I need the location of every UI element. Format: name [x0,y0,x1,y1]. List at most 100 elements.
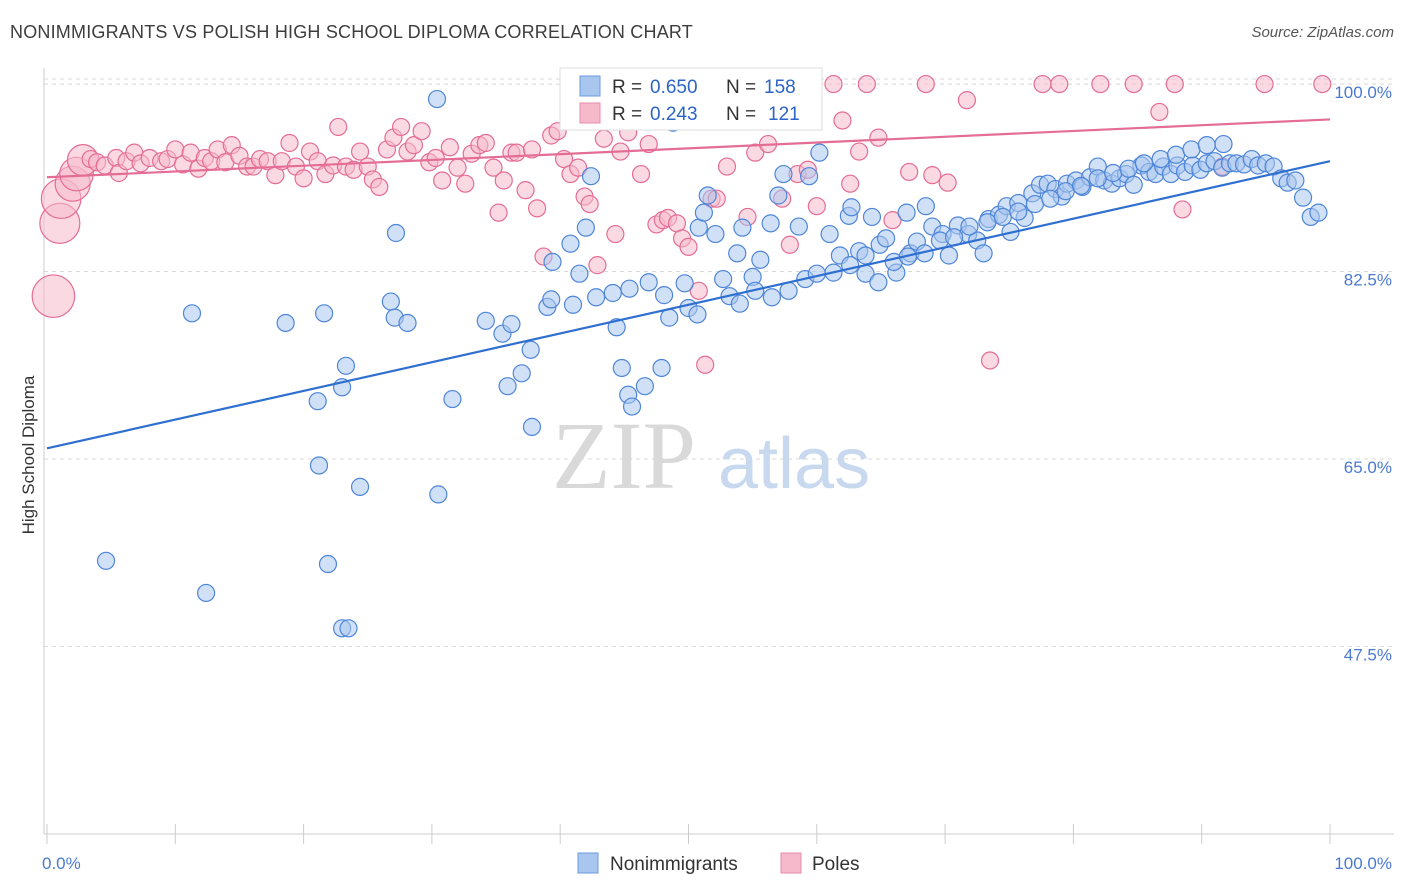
trend-lines [46,118,1331,450]
data-point [1088,169,1107,188]
data-point [679,237,698,257]
legend-n-value-2: 121 [768,104,800,125]
data-point [31,274,76,319]
legend-r-label-2: R = [612,104,642,125]
legend-n-label-2: N = [726,104,756,125]
data-point [833,111,852,130]
data-point [1119,159,1138,178]
data-point [696,355,715,374]
legend-swatch-pink [579,102,601,124]
data-point [824,74,843,94]
data-point [456,174,475,193]
data-point [974,244,993,263]
data-point [561,234,580,253]
data-point [440,138,459,157]
data-point [612,358,631,378]
data-point [329,117,348,137]
x-tick-label-max: 100.0% [1334,854,1392,873]
data-point [494,171,513,190]
data-point [1293,188,1313,207]
y-tick-labels: 47.5% 65.0% 82.5% 100.0% [1334,83,1392,664]
data-point [714,269,733,289]
data-point [1041,189,1060,208]
trend-line-poles [46,118,1331,179]
data-point [196,583,216,603]
series-poles-points [31,74,1332,374]
data-point [897,203,916,222]
source-label: Source: ZipAtlas.com [1251,24,1394,41]
legend-swatch-blue [579,75,601,97]
data-point [1056,182,1075,201]
data-point [1309,203,1328,222]
legend-swatch-poles [780,852,802,874]
data-point [857,74,876,94]
legend-swatch-nonimmigrants [577,852,599,874]
data-point [862,207,882,227]
data-point [622,397,642,416]
data-point [569,158,588,177]
y-tick-label: 100.0% [1334,83,1392,102]
data-point [350,477,370,496]
data-point [689,281,708,300]
data-point [426,148,445,168]
data-point [733,218,752,237]
data-point [762,288,781,307]
data-point [655,286,674,305]
data-point [448,158,467,177]
data-point [412,122,431,141]
data-point [512,364,531,383]
legend-r-label-1: R = [612,77,642,98]
series-legend: Nonimmigrants Poles [577,852,860,875]
data-point [1197,136,1216,155]
data-point [761,214,780,233]
legend-label-nonimmigrants: Nonimmigrants [610,854,738,875]
data-point [594,129,613,148]
data-point [166,140,185,159]
stats-legend: R = 0.650 N = 158 R = 0.243 N = 121 [559,67,823,131]
data-point [841,174,860,193]
data-point [576,218,595,237]
data-point [276,313,295,333]
data-point [370,177,389,197]
y-tick-label: 65.0% [1344,458,1392,477]
data-point [476,311,495,330]
data-point [856,246,875,265]
y-axis-label: High School Diploma [19,375,38,534]
data-point [774,164,793,184]
data-point [381,292,400,311]
data-point [957,91,977,110]
legend-r-value-2: 0.243 [650,104,698,125]
data-point [694,203,713,222]
series-nonimmigrants-points [96,89,1328,638]
data-point [607,318,626,337]
data-point [308,392,327,411]
data-point [1182,140,1201,159]
data-point [1033,74,1052,94]
data-point [309,456,329,475]
data-point [522,417,542,436]
data-point [939,246,959,265]
data-point [1050,74,1069,94]
data-point [1134,154,1154,173]
watermark-atlas: atlas [718,424,870,504]
data-point [639,134,658,154]
data-point [542,290,561,309]
data-point [350,142,370,161]
data-point [476,133,495,153]
data-point [182,304,202,323]
data-point [916,74,935,94]
data-point [1166,145,1186,164]
data-point [631,164,651,184]
data-point [675,274,694,293]
data-point [507,143,526,162]
data-point [980,351,1000,370]
data-point [489,203,508,222]
trend-line-nonimmigrants [46,160,1331,450]
data-point [570,264,589,283]
data-point [706,224,725,244]
data-point [923,166,942,185]
data-point [318,554,338,574]
data-point [807,197,826,216]
chart-title: NONIMMIGRANTS VS POLISH HIGH SCHOOL DIPL… [10,22,693,42]
